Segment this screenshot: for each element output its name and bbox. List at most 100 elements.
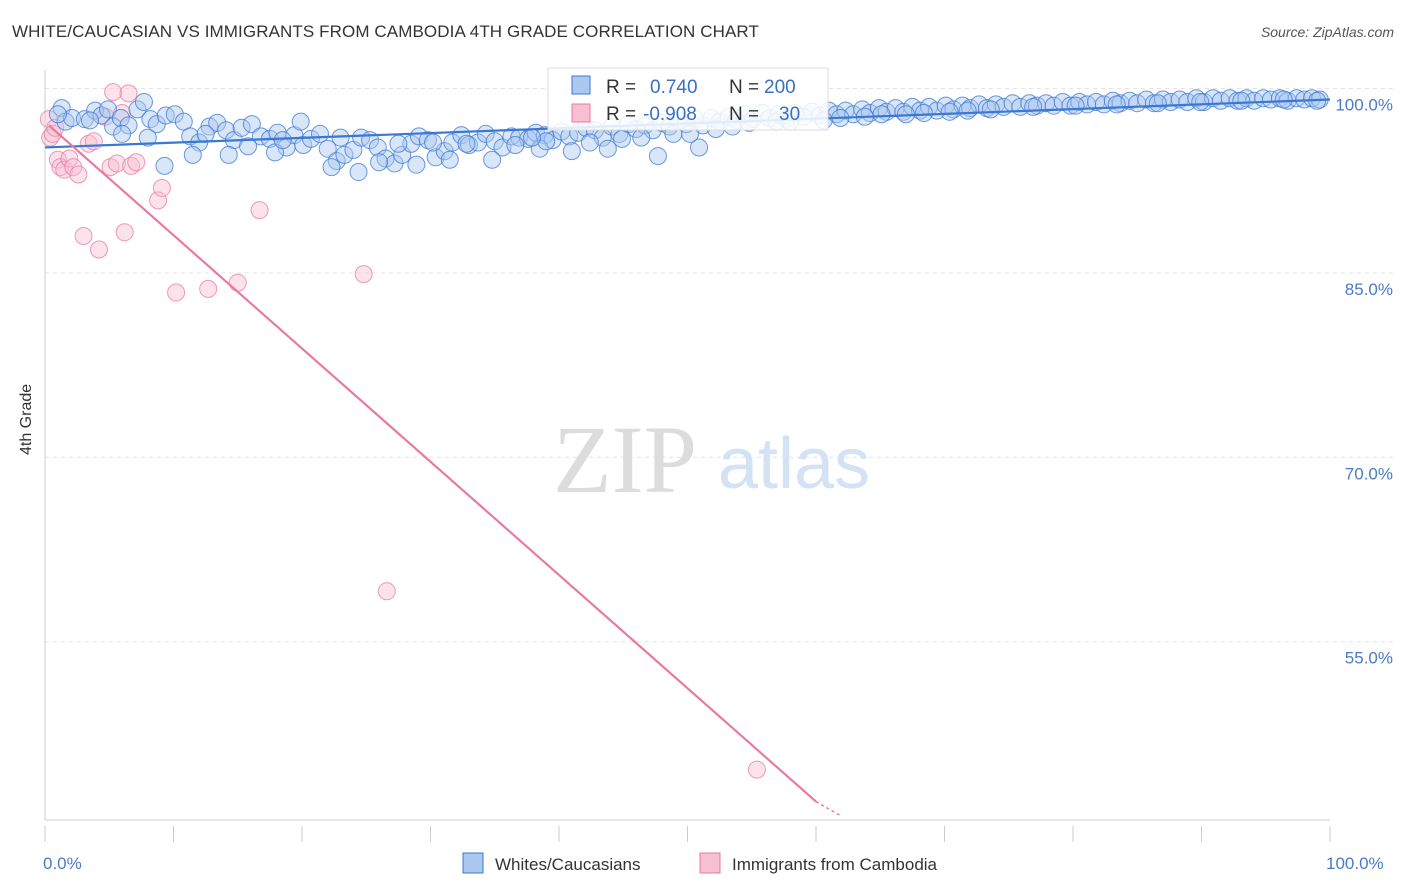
- stats-r-label-blue: R =: [606, 77, 636, 98]
- scatter-point: [122, 156, 141, 175]
- scatter-point: [155, 156, 174, 175]
- scatter-point: [335, 145, 354, 164]
- scatter-point: [354, 265, 373, 284]
- stats-swatch-blue: [571, 75, 591, 95]
- scatter-point: [128, 100, 147, 119]
- y-tick-label: 100.0%: [1335, 95, 1393, 114]
- x-ticks: [44, 826, 1331, 842]
- scatter-point: [418, 131, 437, 150]
- scatter-point: [165, 105, 184, 124]
- scatter-point: [183, 145, 202, 164]
- scatter-point: [318, 139, 337, 158]
- scatter-point: [1148, 94, 1167, 113]
- scatter-point: [62, 108, 81, 127]
- scatter-point: [84, 132, 103, 151]
- scatter-point: [389, 134, 408, 153]
- scatter-point: [440, 150, 459, 169]
- scatter-point: [199, 279, 218, 298]
- scatter-point: [217, 121, 236, 140]
- y-tick-labels: 55.0% 70.0% 85.0% 100.0%: [1335, 95, 1393, 667]
- scatter-point: [349, 163, 368, 182]
- legend-swatch-cambodia: [699, 852, 721, 874]
- scatter-point: [426, 148, 445, 167]
- scatter-point: [562, 142, 581, 161]
- scatter-point: [537, 132, 556, 151]
- stats-n-value-pink: 30: [779, 104, 800, 125]
- scatter-point: [872, 105, 891, 124]
- scatter-point: [1107, 95, 1126, 114]
- scatter-point: [152, 179, 171, 198]
- scatter-point: [156, 106, 175, 125]
- y-tick-label: 55.0%: [1345, 649, 1393, 668]
- scatter-point: [457, 134, 476, 153]
- scatter-point: [127, 153, 146, 172]
- scatter-point: [219, 145, 238, 164]
- scatter-point: [80, 111, 99, 130]
- series-whites-points: [48, 89, 1329, 182]
- chart-source: Source: ZipAtlas.com: [1260, 24, 1394, 40]
- scatter-point: [407, 155, 426, 174]
- scatter-point: [1274, 90, 1293, 109]
- stats-r-value-pink: -0.908: [643, 104, 697, 125]
- scatter-point: [580, 133, 599, 152]
- scatter-point: [506, 136, 525, 154]
- scatter-point: [113, 124, 132, 143]
- stats-n-label-pink: N =: [729, 104, 759, 125]
- scatter-point: [98, 100, 117, 119]
- stats-r-label-pink: R =: [606, 104, 636, 125]
- legend-swatch-whites: [462, 852, 484, 874]
- scatter-point: [74, 226, 93, 245]
- legend-label-whites: Whites/Caucasians: [495, 855, 641, 874]
- scatter-point: [981, 100, 1000, 119]
- stats-n-value-blue: 200: [764, 77, 796, 98]
- scatter-point: [104, 83, 123, 102]
- scatter-point: [291, 112, 310, 131]
- scatter-point: [370, 153, 389, 172]
- scatter-point: [167, 283, 186, 302]
- watermark-atlas: atlas: [718, 424, 870, 504]
- stats-box-frame: [547, 67, 829, 131]
- scatter-point: [424, 133, 443, 152]
- scatter-point: [1303, 89, 1322, 108]
- scatter-point: [377, 582, 396, 601]
- scatter-point: [134, 92, 153, 111]
- gridlines: [45, 87, 1395, 643]
- watermark-zip: ZIP: [553, 406, 697, 513]
- scatter-point: [598, 139, 617, 158]
- scatter-point: [648, 147, 667, 166]
- scatter-point: [523, 128, 542, 147]
- scatter-point: [111, 108, 130, 127]
- trend-line-cambodia: [48, 124, 817, 803]
- scatter-point: [483, 150, 502, 169]
- scatter-point: [60, 149, 79, 168]
- scatter-point: [228, 273, 247, 292]
- scatter-point: [273, 131, 292, 150]
- scatter-point: [208, 113, 227, 132]
- scatter-point: [138, 128, 157, 147]
- x-tick-label-max: 100.0%: [1326, 854, 1384, 873]
- scatter-point: [940, 102, 959, 121]
- chart-title: WHITE/CAUCASIAN VS IMMIGRANTS FROM CAMBO…: [12, 22, 759, 41]
- scatter-point: [476, 124, 495, 143]
- scatter-point: [69, 165, 88, 184]
- scatter-point: [46, 118, 65, 137]
- y-tick-label: 85.0%: [1345, 280, 1393, 299]
- stats-box: R = 0.740 N = 200 R = -0.908 N = 30: [547, 67, 829, 131]
- scatter-point: [48, 150, 67, 169]
- scatter-point: [958, 101, 977, 120]
- scatter-point: [250, 201, 269, 220]
- scatter-point: [196, 124, 215, 143]
- scatter-point: [1287, 89, 1306, 108]
- scatter-point: [239, 137, 258, 156]
- scatter-point: [89, 240, 108, 259]
- scatter-point: [690, 138, 709, 157]
- scatter-point: [48, 105, 67, 124]
- stats-r-value-blue: 0.740: [650, 77, 698, 98]
- scatter-point: [119, 84, 138, 103]
- legend-label-cambodia: Immigrants from Cambodia: [732, 855, 938, 874]
- scatter-point: [1232, 91, 1251, 110]
- y-tick-label: 70.0%: [1345, 464, 1393, 483]
- scatter-point: [1191, 92, 1210, 111]
- x-tick-label-min: 0.0%: [43, 854, 82, 873]
